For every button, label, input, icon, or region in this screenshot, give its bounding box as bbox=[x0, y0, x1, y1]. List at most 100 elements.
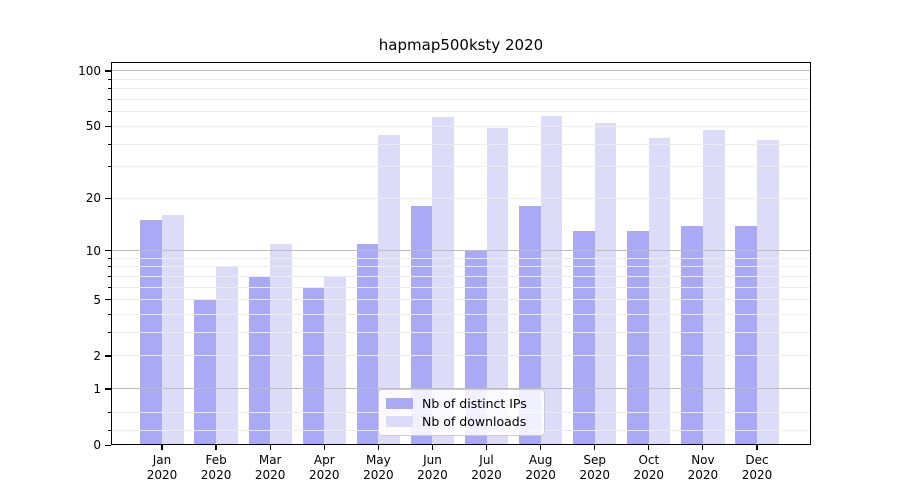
legend-item-downloads: Nb of downloads bbox=[386, 413, 544, 429]
gridline-minor bbox=[111, 286, 811, 288]
chart-title: hapmap500ksty 2020 bbox=[378, 36, 544, 54]
bar-distinct-ips-may bbox=[356, 243, 379, 445]
x-tick-label-dec: Dec 2020 bbox=[741, 453, 773, 482]
y-minor-tick bbox=[107, 411, 111, 413]
gridline-minor bbox=[111, 314, 811, 316]
y-tick bbox=[105, 250, 111, 252]
y-tick-label: 0 bbox=[93, 438, 101, 452]
y-minor-tick bbox=[107, 286, 111, 288]
bar-downloads-jul bbox=[486, 127, 509, 445]
legend-label-downloads: Nb of downloads bbox=[422, 413, 527, 429]
gridline-minor bbox=[111, 166, 811, 168]
gridline-minor bbox=[111, 355, 811, 357]
y-tick bbox=[105, 197, 111, 199]
y-tick bbox=[105, 355, 111, 357]
bar-downloads-dec bbox=[756, 140, 779, 445]
x-tick bbox=[431, 445, 434, 450]
y-tick-label: 2 bbox=[93, 348, 101, 363]
x-tick bbox=[269, 445, 271, 450]
y-minor-tick bbox=[107, 166, 111, 168]
y-tick-label: 1 bbox=[93, 381, 101, 396]
x-tick-label-feb: Feb 2020 bbox=[200, 453, 232, 482]
x-tick-label-sep: Sep 2020 bbox=[579, 453, 610, 482]
bar-distinct-ips-aug bbox=[519, 206, 541, 445]
legend-swatch-distinct-ips bbox=[386, 398, 413, 409]
bar-distinct-ips-oct bbox=[627, 231, 649, 445]
x-tick-label-jun: Jun 2020 bbox=[417, 453, 448, 482]
y-tick bbox=[105, 299, 111, 301]
x-tick bbox=[648, 445, 650, 450]
y-minor-tick bbox=[107, 314, 111, 316]
bar-distinct-ips-mar bbox=[248, 276, 271, 445]
x-tick bbox=[161, 445, 163, 450]
y-minor-tick bbox=[107, 111, 111, 113]
y-minor-tick bbox=[107, 332, 111, 334]
x-tick bbox=[323, 445, 325, 450]
y-tick-label: 100 bbox=[78, 63, 101, 78]
y-minor-tick bbox=[107, 257, 111, 259]
x-tick-label-apr: Apr 2020 bbox=[308, 453, 340, 482]
x-tick bbox=[215, 445, 217, 450]
gridline-minor bbox=[111, 111, 811, 113]
gridline-major bbox=[111, 250, 811, 252]
gridline-major bbox=[111, 70, 811, 72]
y-tick-label: 10 bbox=[85, 243, 101, 258]
gridline-minor bbox=[111, 299, 811, 301]
x-tick-label-aug: Aug 2020 bbox=[525, 453, 556, 482]
y-tick bbox=[105, 388, 111, 390]
x-tick bbox=[594, 445, 596, 450]
gridline-minor bbox=[111, 266, 811, 268]
y-tick-label: 20 bbox=[85, 191, 101, 206]
bar-distinct-ips-jun bbox=[410, 206, 433, 445]
y-tick-label: 50 bbox=[85, 119, 101, 134]
gridline-minor bbox=[111, 78, 811, 80]
gridline-minor bbox=[111, 257, 811, 259]
gridline-minor bbox=[111, 143, 811, 145]
gridline-minor bbox=[111, 275, 811, 277]
legend-swatch-downloads bbox=[386, 416, 413, 427]
bar-downloads-may bbox=[378, 134, 400, 445]
x-tick bbox=[485, 445, 488, 450]
bar-downloads-mar bbox=[270, 243, 292, 445]
x-tick bbox=[540, 445, 542, 450]
y-minor-tick bbox=[107, 429, 111, 431]
gridline-minor bbox=[111, 88, 811, 90]
gridline-major bbox=[111, 388, 811, 390]
x-tick-label-may: May 2020 bbox=[363, 453, 394, 482]
gridline-minor bbox=[111, 99, 811, 101]
legend: Nb of distinct IPs Nb of downloads bbox=[378, 389, 545, 436]
x-tick-label-jan: Jan 2020 bbox=[146, 453, 178, 482]
y-minor-tick bbox=[107, 88, 111, 90]
bar-distinct-ips-apr bbox=[302, 287, 325, 445]
y-minor-tick bbox=[107, 143, 111, 145]
x-tick bbox=[756, 445, 758, 450]
y-minor-tick bbox=[107, 275, 111, 277]
x-tick bbox=[377, 445, 379, 450]
bar-downloads-oct bbox=[648, 138, 671, 445]
bar-downloads-jun bbox=[432, 117, 455, 445]
x-tick-label-jul: Jul 2020 bbox=[471, 453, 502, 482]
x-tick-label-nov: Nov 2020 bbox=[687, 453, 719, 482]
x-tick bbox=[702, 445, 704, 450]
y-tick bbox=[105, 125, 111, 128]
x-tick-label-oct: Oct 2020 bbox=[633, 453, 665, 482]
y-minor-tick bbox=[107, 266, 111, 268]
y-tick bbox=[105, 444, 111, 446]
gridline-minor bbox=[111, 332, 811, 334]
y-tick bbox=[105, 70, 111, 72]
bar-distinct-ips-dec bbox=[735, 225, 757, 445]
y-tick-label: 5 bbox=[93, 292, 101, 307]
y-minor-tick bbox=[107, 99, 111, 101]
bar-distinct-ips-feb bbox=[194, 299, 217, 445]
x-tick-label-mar: Mar 2020 bbox=[254, 453, 286, 482]
bar-distinct-ips-nov bbox=[681, 225, 703, 445]
bar-distinct-ips-sep bbox=[573, 231, 595, 445]
y-minor-tick bbox=[107, 78, 111, 80]
bar-downloads-sep bbox=[594, 123, 617, 445]
gridline-minor bbox=[111, 197, 811, 199]
gridline-minor bbox=[111, 125, 811, 127]
bar-downloads-apr bbox=[324, 276, 346, 445]
legend-label-distinct-ips: Nb of distinct IPs bbox=[422, 395, 527, 411]
bar-downloads-jan bbox=[162, 215, 184, 445]
